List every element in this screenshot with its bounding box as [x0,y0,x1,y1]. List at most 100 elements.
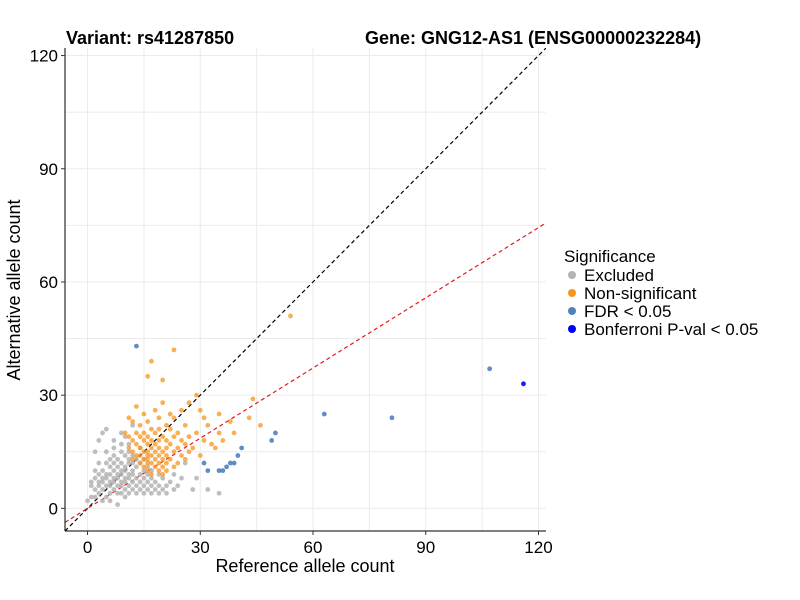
data-point-excluded [96,471,102,477]
data-point-excluded [107,490,113,496]
data-point-non-significant [179,438,184,443]
data-point-excluded [103,460,109,466]
data-point-excluded [88,479,94,485]
data-point-non-significant [190,445,196,451]
legend: Significance ExcludedNon-significantFDR … [564,247,758,339]
data-point-non-significant [156,438,162,443]
data-point-excluded [167,479,173,485]
legend-label: Non-significant [584,284,697,303]
data-point-excluded [137,471,143,477]
legend-swatch-bonferroni [568,325,576,333]
data-point-excluded [126,471,132,477]
data-point-non-significant [149,453,154,458]
data-point-non-significant [137,434,143,440]
data-point-non-significant [145,373,151,379]
data-point-excluded [118,471,124,477]
data-point-excluded [137,487,143,492]
data-point-non-significant [212,445,218,451]
data-point-excluded [179,475,184,481]
data-point-non-significant [152,407,158,413]
data-point-fdr [389,415,395,421]
data-point-non-significant [137,460,143,466]
y-tick-label: 90 [39,160,58,179]
data-point-excluded [103,494,109,500]
data-point-non-significant [164,468,169,474]
data-point-excluded [115,471,121,477]
data-point-fdr [321,411,327,417]
data-point-non-significant [186,400,192,406]
data-point-excluded [103,475,109,481]
data-point-non-significant [164,453,169,458]
data-point-non-significant [145,456,151,462]
data-point-excluded [133,456,139,462]
data-point-excluded [107,456,113,462]
data-point-excluded [111,487,117,492]
data-point-excluded [107,464,113,470]
data-point-fdr [269,438,275,443]
data-point-non-significant [160,377,166,383]
data-point-excluded [149,490,154,496]
data-point-non-significant [167,426,173,432]
data-point-fdr [220,468,226,474]
data-point-non-significant [164,422,169,428]
chart-title-variant: Variant: rs41287850 [66,28,234,48]
data-point-excluded [145,471,151,477]
data-point-excluded [115,502,121,507]
data-point-non-significant [179,453,184,458]
data-point-excluded [92,487,98,492]
data-point-fdr [133,343,139,349]
data-point-non-significant [182,441,188,447]
data-point-excluded [118,468,124,474]
data-point-bonferroni [521,381,526,387]
data-point-excluded [107,483,113,489]
data-point-excluded [118,460,124,466]
data-point-excluded [111,479,117,485]
data-point-excluded [126,483,132,489]
data-point-excluded [122,453,128,458]
data-point-excluded [122,468,128,474]
data-point-non-significant [164,445,169,451]
data-point-excluded [92,494,98,500]
x-axis-title: Reference allele count [215,556,394,576]
data-point-excluded [130,479,136,485]
data-point-non-significant [130,438,136,443]
data-point-excluded [130,471,136,477]
y-tick-label: 30 [39,386,58,405]
data-point-excluded [122,475,128,481]
data-point-excluded [111,438,117,443]
data-point-excluded [130,487,136,492]
data-point-non-significant [145,449,151,455]
data-point-non-significant [130,456,136,462]
data-point-fdr [205,468,211,474]
data-point-non-significant [137,445,143,451]
legend-label: FDR < 0.05 [584,302,671,321]
data-point-non-significant [227,419,233,424]
data-point-non-significant [141,430,147,436]
data-point-excluded [133,490,139,496]
data-point-non-significant [160,464,166,470]
x-tick-label: 30 [191,538,210,557]
data-point-non-significant [141,411,147,417]
data-point-excluded [111,460,117,466]
data-point-non-significant [164,460,169,466]
data-point-excluded [194,475,199,481]
data-point-non-significant [288,313,293,319]
data-point-excluded [122,487,128,492]
data-point-excluded [103,426,109,432]
data-point-excluded [100,498,105,504]
data-point-non-significant [149,426,154,432]
data-point-non-significant [152,464,158,470]
data-point-excluded [100,487,105,492]
data-point-excluded [182,460,188,466]
data-point-non-significant [149,471,154,477]
data-point-excluded [88,483,94,489]
data-point-excluded [111,468,117,474]
data-point-non-significant [164,438,169,443]
data-point-excluded [92,475,98,481]
legend-swatch-non-significant [568,289,576,297]
data-point-excluded [216,490,222,496]
data-point-non-significant [133,441,139,447]
data-point-non-significant [197,407,203,413]
data-point-excluded [111,453,117,458]
data-point-excluded [111,445,117,451]
